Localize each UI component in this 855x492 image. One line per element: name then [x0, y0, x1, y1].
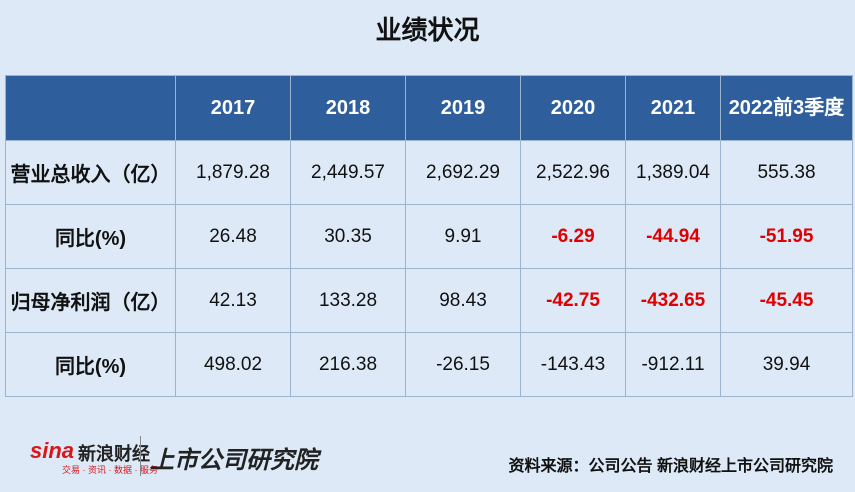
- cell: 2,449.57: [290, 140, 406, 205]
- row-label: 归母净利润（亿）: [5, 268, 176, 333]
- cell: 498.02: [175, 332, 291, 397]
- cell: -51.95: [720, 204, 853, 269]
- cell: 26.48: [175, 204, 291, 269]
- column-header: 2019: [405, 75, 521, 141]
- row-label: 营业总收入（亿）: [5, 140, 176, 205]
- cell: -42.75: [520, 268, 626, 333]
- cell: 42.13: [175, 268, 291, 333]
- logo-institute: 上市公司研究院: [150, 447, 318, 474]
- cell: 216.38: [290, 332, 406, 397]
- cell: -6.29: [520, 204, 626, 269]
- column-header: 2021: [625, 75, 721, 141]
- row-label: 同比(%): [5, 204, 176, 269]
- cell: 9.91: [405, 204, 521, 269]
- cell: -44.94: [625, 204, 721, 269]
- column-header: [5, 75, 176, 141]
- separator: [140, 436, 141, 476]
- cell: -912.11: [625, 332, 721, 397]
- column-header: 2017: [175, 75, 291, 141]
- source: 资料来源：公司公告 新浪财经上市公司研究院: [508, 458, 833, 475]
- cell: 2,692.29: [405, 140, 521, 205]
- header-row: 2017 2018 2019 2020 2021 2022前3季度: [5, 75, 853, 141]
- logo-tags: 交易 · 资讯 · 数据 · 服务: [62, 465, 158, 475]
- cell: -432.65: [625, 268, 721, 333]
- row-label: 同比(%): [5, 332, 176, 397]
- cell: 133.28: [290, 268, 406, 333]
- table-row: 同比(%) 26.48 30.35 9.91 -6.29 -44.94 -51.95: [5, 204, 853, 269]
- logo-sina: sina: [30, 438, 75, 463]
- table-row: 归母净利润（亿） 42.13 133.28 98.43 -42.75 -432.65 -45…: [5, 268, 853, 333]
- cell: 2,522.96: [520, 140, 626, 205]
- cell: -26.15: [405, 332, 521, 397]
- cell: -143.43: [520, 332, 626, 397]
- title: 业绩状况: [375, 15, 480, 45]
- footer: sina 新浪财经 交易 · 资讯 · 数据 · 服务 上市公司研究院 资料来源…: [0, 430, 855, 492]
- logo-brand: 新浪财经: [78, 444, 150, 464]
- column-header: 2022前3季度: [720, 75, 853, 141]
- cell: 555.38: [720, 140, 853, 205]
- table-row: 营业总收入（亿） 1,879.28 2,449.57 2,692.29 2,522.96…: [5, 140, 853, 205]
- cell: 30.35: [290, 204, 406, 269]
- cell: 39.94: [720, 332, 853, 397]
- cell: 98.43: [405, 268, 521, 333]
- column-header: 2018: [290, 75, 406, 141]
- cell: 1,879.28: [175, 140, 291, 205]
- data-table: 2017 2018 2019 2020 2021 2022前3季度 营业总收入（亿） 1,87…: [5, 75, 853, 397]
- column-header: 2020: [520, 75, 626, 141]
- table-row: 同比(%) 498.02 216.38 -26.15 -143.43 -912.11 39.…: [5, 332, 853, 397]
- cell: -45.45: [720, 268, 853, 333]
- cell: 1,389.04: [625, 140, 721, 205]
